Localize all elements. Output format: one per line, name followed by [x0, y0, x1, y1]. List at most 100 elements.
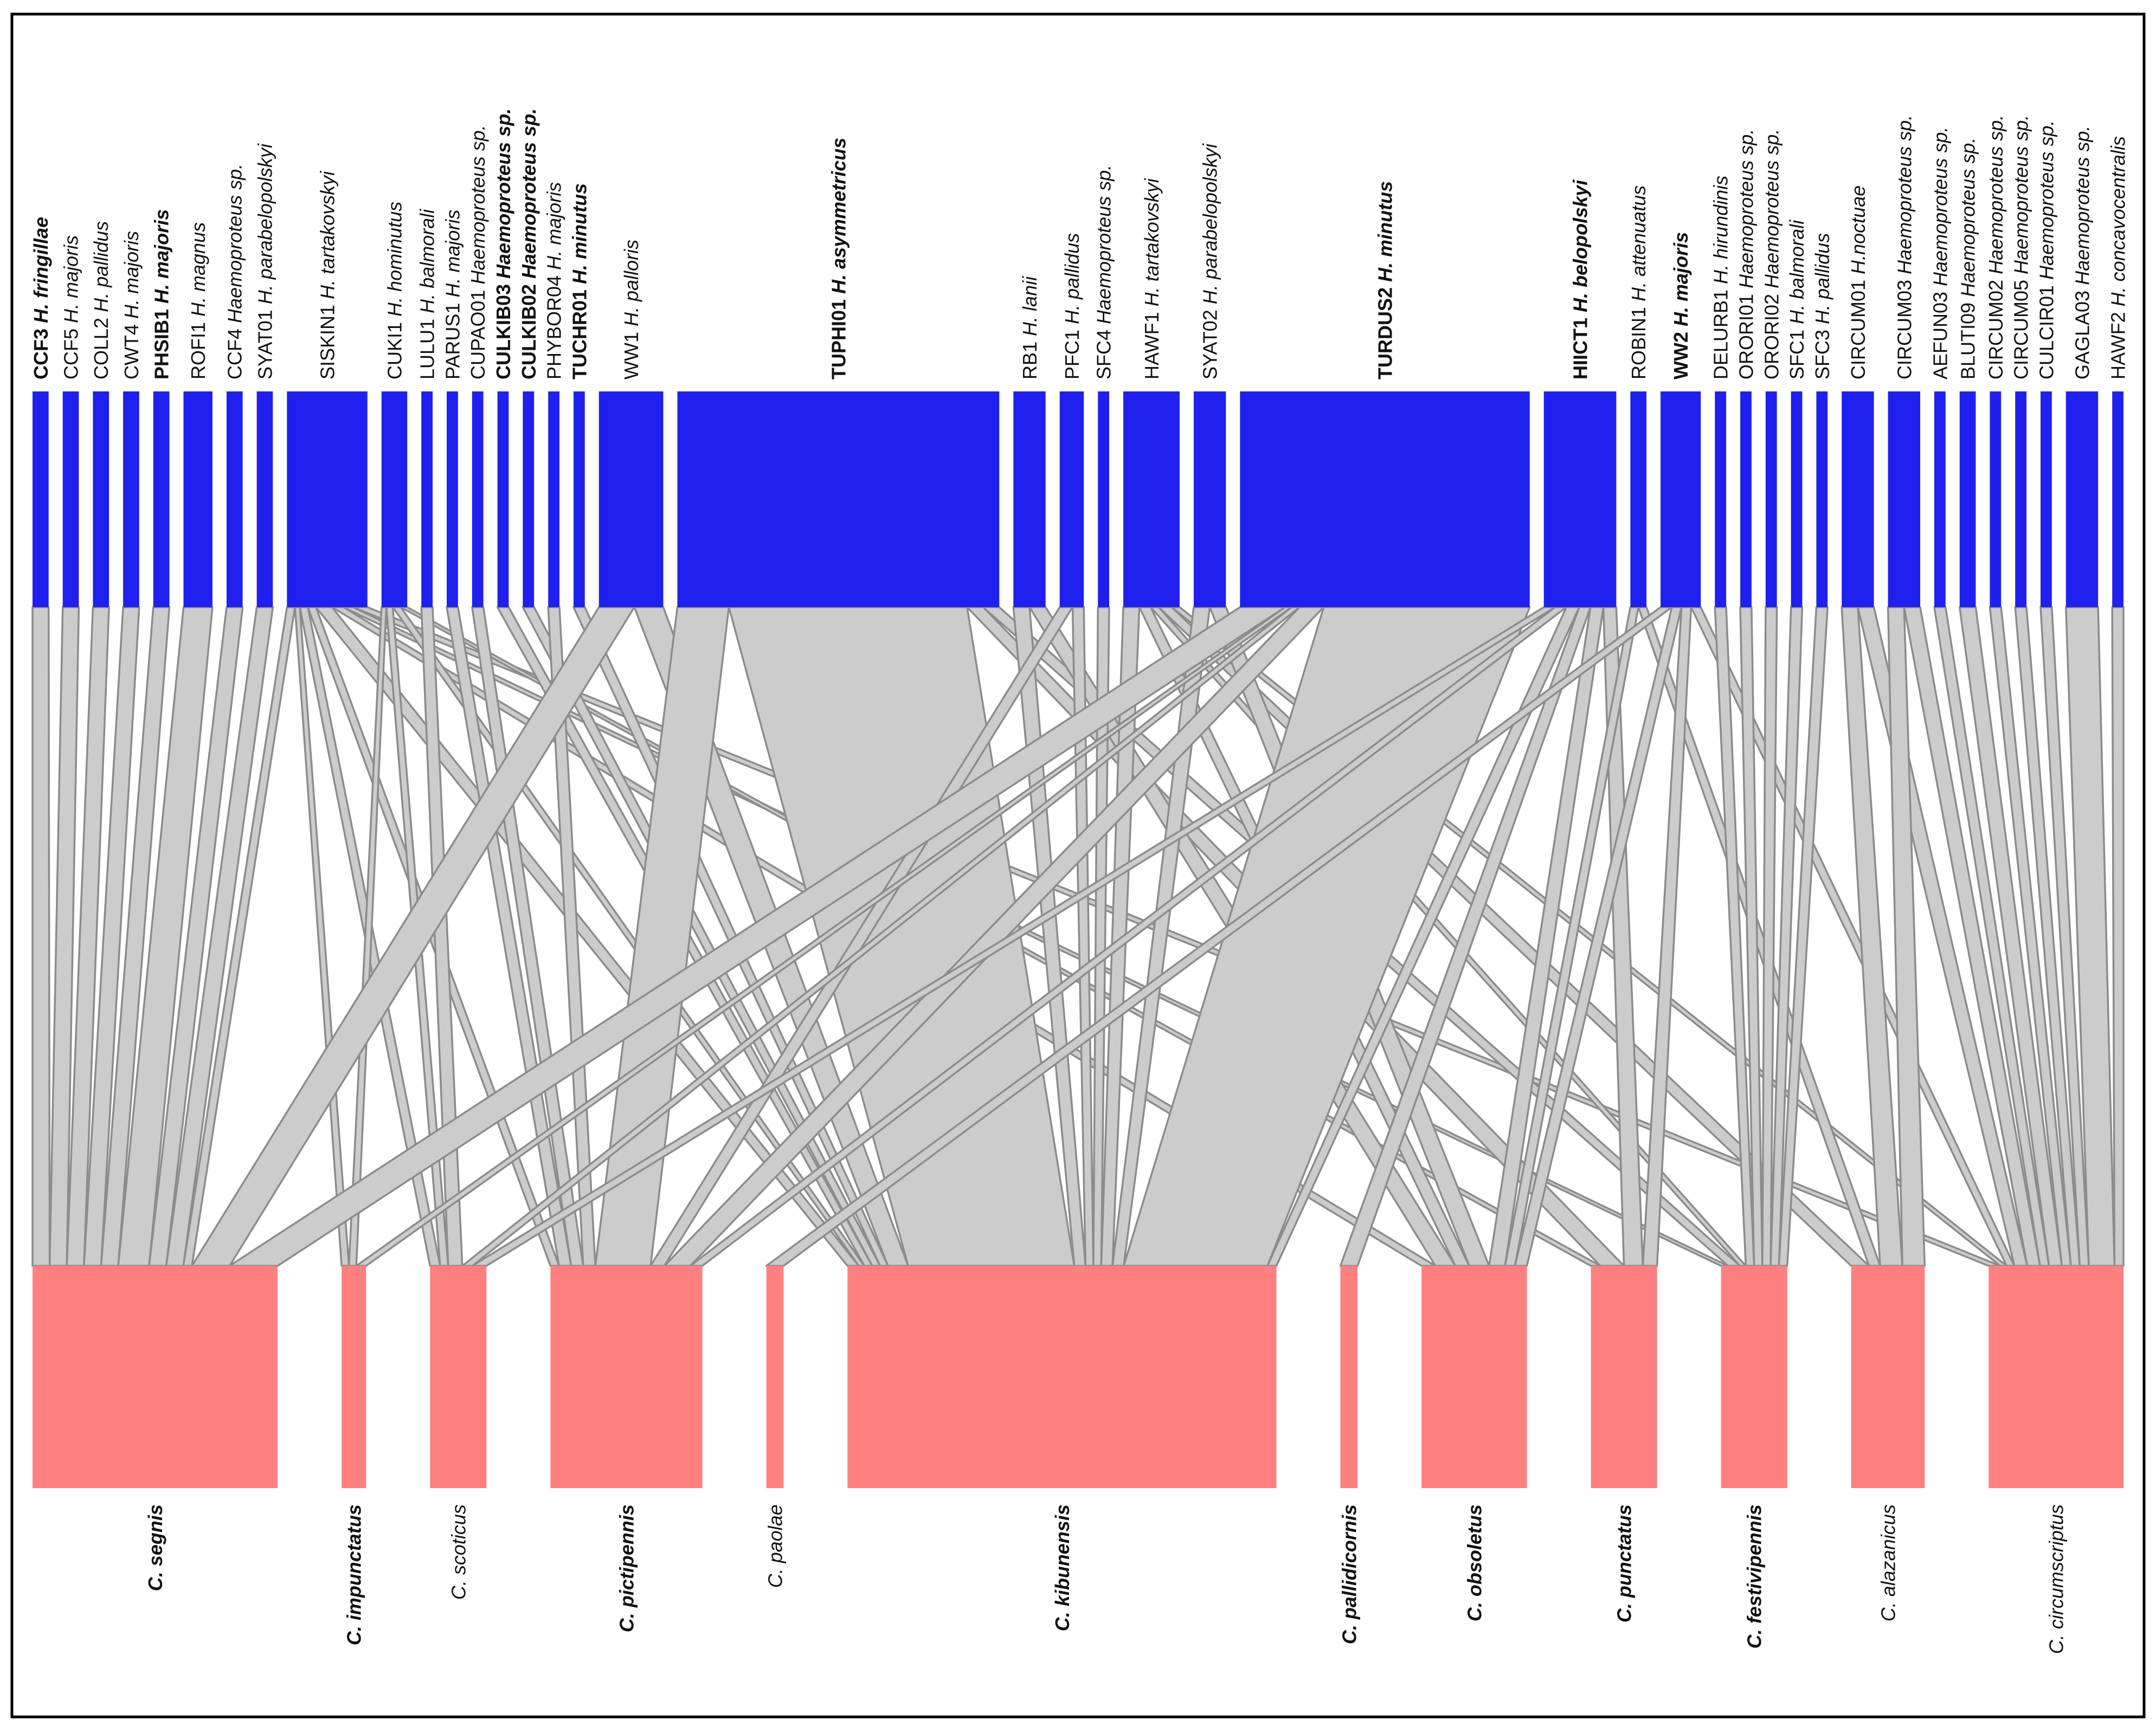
parasite-bar — [1630, 391, 1647, 607]
vector-bar — [1721, 1266, 1787, 1488]
parasite-label: SFC3 H. pallidus — [1811, 233, 1833, 379]
parasite-species: H. tartakovskyi — [1141, 178, 1163, 306]
parasite-label: HAWF1 H. tartakovskyi — [1141, 178, 1163, 379]
lineage-code: CCF5 — [60, 323, 82, 379]
parasite-label: CCF3 H. fringillae — [30, 217, 52, 379]
parasite-species: H. balmorali — [1786, 220, 1808, 324]
lineage-code: HAWF2 — [2107, 306, 2129, 379]
parasite-label: WW1 H. palloris — [620, 240, 642, 379]
parasite-bar — [1842, 391, 1874, 607]
vector-label: C. obsoletus — [1463, 1504, 1485, 1621]
lineage-code: LULU1 — [416, 313, 439, 379]
parasite-bar — [1888, 391, 1921, 607]
parasite-species: Haemoproteus sp. — [1929, 127, 1951, 286]
parasite-bar — [62, 391, 79, 607]
lineage-code: WW2 — [1670, 326, 1692, 379]
parasite-species: H. majoris — [120, 231, 143, 319]
parasite-label: TURDUS2 H. minutus — [1374, 181, 1396, 379]
parasite-label: CIRCUM02 Haemoproteus sp. — [1985, 115, 2007, 379]
parasite-label: GAGLA03 Haemoproteus sp. — [2071, 126, 2094, 379]
parasite-bar — [123, 391, 139, 607]
vector-label: C. pictipennis — [615, 1504, 638, 1632]
parasite-label: SYAT01 H. parabelopolskyi — [254, 143, 276, 379]
parasite-label: DELURB1 H. hirundinis — [1710, 176, 1732, 379]
parasite-label: TUPHI01 H. asymmetricus — [827, 138, 849, 379]
parasite-bar — [472, 391, 484, 607]
parasite-species: Haemoproteus sp. — [2035, 120, 2057, 280]
lineage-code: CULKIB02 — [518, 279, 540, 379]
parasite-species: Haemoproteus sp. — [1760, 129, 1782, 288]
lineage-code: PHYBOR04 — [543, 270, 565, 379]
lineage-code: CIRCUM01 — [1847, 274, 1869, 379]
parasite-bar — [2112, 391, 2123, 607]
parasite-bar — [1715, 391, 1727, 607]
lineage-code: ROFI1 — [187, 317, 209, 379]
parasite-label: LULU1 H. balmorali — [416, 209, 439, 379]
vector-label: C. scoticus — [447, 1504, 469, 1600]
lineage-code: ROBIN1 — [1627, 301, 1650, 379]
parasite-species: H. pallidus — [1811, 233, 1833, 324]
parasite-label: HIICT1 H. belopolskyi — [1569, 179, 1592, 379]
parasite-species: H. belopolskyi — [1569, 179, 1592, 312]
parasite-species: H. parabelopolskyi — [254, 143, 276, 304]
parasite-species: H. asymmetricus — [827, 138, 849, 294]
parasite-bar — [226, 391, 243, 607]
parasite-bar — [183, 391, 213, 607]
parasite-bar — [523, 391, 535, 607]
vector-species-bars — [33, 1266, 2123, 1488]
parasite-label: ORORI02 Haemoproteus sp. — [1760, 129, 1782, 379]
lineage-code: CWT4 — [120, 319, 143, 379]
parasite-bar — [1791, 391, 1803, 607]
vector-bar — [430, 1266, 487, 1488]
parasite-label: CULKIB02 Haemoproteus sp. — [518, 108, 540, 379]
parasite-label: CIRCUM01 H.noctuae — [1847, 185, 1869, 379]
parasite-label: TUCHR01 H. minutus — [568, 183, 590, 379]
parasite-label: ORORI01 Haemoproteus sp. — [1735, 129, 1757, 379]
parasite-label: CULCIR01 Haemoproteus sp. — [2035, 120, 2057, 379]
lineage-code: CCF4 — [224, 323, 246, 379]
vector-label: C. punctatus — [1613, 1504, 1636, 1623]
lineage-code: CIRCUM03 — [1893, 274, 1915, 379]
vector-bar — [1851, 1266, 1925, 1488]
lineage-code: WW1 — [620, 326, 642, 379]
lineage-code: CULCIR01 — [2035, 280, 2057, 379]
parasite-species: H. minutus — [1374, 181, 1396, 282]
parasite-species: H. palloris — [620, 240, 642, 326]
parasite-label: CCF4 Haemoproteus sp. — [224, 164, 246, 379]
parasite-species: H. fringillae — [30, 217, 52, 323]
vector-label: C. segnis — [144, 1504, 166, 1591]
parasite-species: Haemoproteus sp. — [467, 125, 489, 284]
parasite-bar — [548, 391, 559, 607]
parasite-label: AEFUN03 Haemoproteus sp. — [1929, 127, 1951, 379]
parasite-label: SFC1 H. balmorali — [1786, 220, 1808, 379]
parasite-label: PHSIB1 H. majoris — [151, 209, 173, 379]
lineage-code: PFC1 — [1061, 324, 1083, 379]
parasite-label: PFC1 H. pallidus — [1061, 233, 1083, 379]
lineage-code: SFC3 — [1811, 324, 1833, 379]
lineage-code: PHSIB1 — [151, 304, 173, 379]
parasite-species: Haemoproteus sp. — [224, 164, 246, 323]
lineage-code: CCF3 — [30, 323, 52, 379]
parasite-bar — [33, 391, 49, 607]
parasite-bar — [1765, 391, 1777, 607]
parasite-label: PHYBOR04 H. majoris — [543, 182, 565, 379]
parasite-species: H. majoris — [441, 210, 464, 298]
parasite-label: CIRCUM03 Haemoproteus sp. — [1893, 115, 1915, 379]
vector-bar — [766, 1266, 784, 1488]
parasite-label: SYAT02 H. parabelopolskyi — [1199, 143, 1221, 379]
lineage-code: SYAT02 — [1199, 304, 1221, 379]
parasite-bar — [1934, 391, 1946, 607]
parasite-species: H. pallidus — [90, 221, 112, 312]
parasite-label: CIRCUM05 Haemoproteus sp. — [2010, 115, 2032, 379]
lineage-code: CIRCUM05 — [2010, 274, 2032, 379]
interaction-link — [2111, 606, 2125, 1267]
parasite-bar — [93, 391, 110, 607]
parasite-species: Haemoproteus sp. — [1893, 115, 1915, 274]
parasite-bar — [2065, 391, 2099, 607]
parasite-species: Haemoproteus sp. — [2010, 115, 2032, 274]
parasite-label: SISKIN1 H. tartakovskyi — [317, 171, 339, 379]
vector-label: C. impunctatus — [343, 1504, 365, 1645]
parasite-species: H. majoris — [151, 209, 173, 304]
parasite-bar — [677, 391, 1000, 607]
